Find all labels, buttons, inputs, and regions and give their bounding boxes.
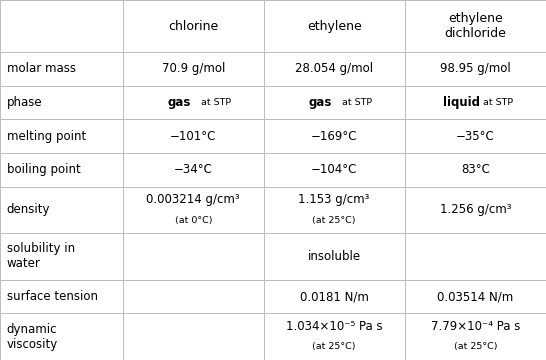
Text: at STP: at STP bbox=[201, 98, 232, 107]
Text: (at 0°C): (at 0°C) bbox=[175, 216, 212, 225]
Text: −34°C: −34°C bbox=[174, 163, 213, 176]
Text: liquid: liquid bbox=[443, 96, 480, 109]
Text: 1.034×10⁻⁵ Pa s: 1.034×10⁻⁵ Pa s bbox=[286, 320, 382, 333]
Text: 1.153 g/cm³: 1.153 g/cm³ bbox=[299, 193, 370, 206]
Text: dynamic
viscosity: dynamic viscosity bbox=[7, 323, 58, 351]
Text: 70.9 g/mol: 70.9 g/mol bbox=[162, 62, 225, 76]
Text: surface tension: surface tension bbox=[7, 290, 98, 303]
Text: at STP: at STP bbox=[342, 98, 372, 107]
Text: 98.95 g/mol: 98.95 g/mol bbox=[440, 62, 511, 76]
Text: 28.054 g/mol: 28.054 g/mol bbox=[295, 62, 373, 76]
Text: (at 25°C): (at 25°C) bbox=[312, 216, 356, 225]
Text: gas: gas bbox=[168, 96, 191, 109]
Text: phase: phase bbox=[7, 96, 42, 109]
Text: 1.256 g/cm³: 1.256 g/cm³ bbox=[440, 203, 511, 216]
Text: −35°C: −35°C bbox=[456, 130, 495, 143]
Text: insoluble: insoluble bbox=[307, 250, 361, 263]
Text: ethylene: ethylene bbox=[307, 19, 361, 33]
Text: gas: gas bbox=[309, 96, 332, 109]
Text: molar mass: molar mass bbox=[7, 62, 75, 76]
Text: (at 25°C): (at 25°C) bbox=[454, 342, 497, 351]
Text: chlorine: chlorine bbox=[168, 19, 218, 33]
Text: at STP: at STP bbox=[483, 98, 513, 107]
Text: 0.003214 g/cm³: 0.003214 g/cm³ bbox=[146, 193, 240, 206]
Text: −101°C: −101°C bbox=[170, 130, 216, 143]
Text: −104°C: −104°C bbox=[311, 163, 357, 176]
Text: (at 25°C): (at 25°C) bbox=[312, 342, 356, 351]
Text: 0.03514 N/m: 0.03514 N/m bbox=[437, 290, 513, 303]
Text: boiling point: boiling point bbox=[7, 163, 80, 176]
Text: 83°C: 83°C bbox=[461, 163, 490, 176]
Text: ethylene
dichloride: ethylene dichloride bbox=[444, 12, 506, 40]
Text: 7.79×10⁻⁴ Pa s: 7.79×10⁻⁴ Pa s bbox=[431, 320, 520, 333]
Text: −169°C: −169°C bbox=[311, 130, 358, 143]
Text: 0.0181 N/m: 0.0181 N/m bbox=[300, 290, 369, 303]
Text: solubility in
water: solubility in water bbox=[7, 243, 75, 270]
Text: density: density bbox=[7, 203, 50, 216]
Text: melting point: melting point bbox=[7, 130, 86, 143]
